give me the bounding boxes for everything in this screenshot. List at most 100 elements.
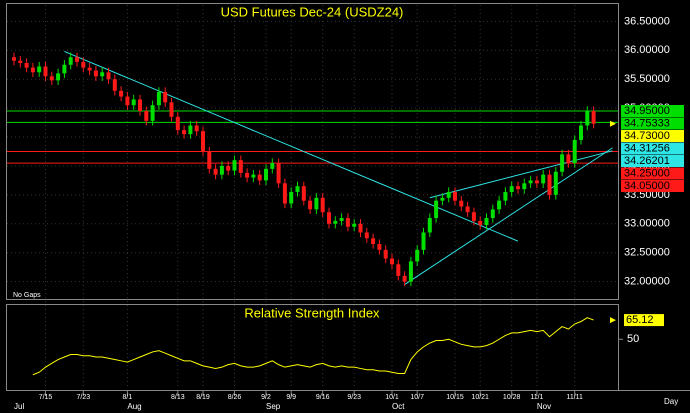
candle-body xyxy=(56,73,61,81)
candle-body xyxy=(62,64,67,74)
candle-body xyxy=(509,186,514,192)
candle-body xyxy=(402,275,407,282)
x-tick-label: 9/23 xyxy=(347,394,361,401)
note: No Gaps xyxy=(13,292,41,299)
candle-body xyxy=(270,163,275,169)
y-tick-label: 36.00000 xyxy=(624,44,670,56)
candle-body xyxy=(182,130,187,135)
candle-body xyxy=(497,200,502,210)
y-tick-label: 32.00000 xyxy=(624,276,670,288)
candle-body xyxy=(68,57,73,65)
candle-body xyxy=(289,191,294,204)
candle-body xyxy=(522,183,527,190)
candle-body xyxy=(295,186,300,192)
candle-body xyxy=(87,67,92,71)
candle-body xyxy=(207,151,212,169)
x-tick-label: 11/11 xyxy=(566,394,583,401)
candle-body xyxy=(484,218,489,225)
candle-body xyxy=(18,60,23,63)
last-value-arrow xyxy=(610,317,616,324)
x-tick-label: 8/1 xyxy=(123,394,133,401)
month-label: Jul xyxy=(14,402,24,411)
candle-body xyxy=(257,174,262,181)
candle-body xyxy=(12,57,16,61)
price-label-box xyxy=(621,155,684,168)
candle-body xyxy=(301,186,306,201)
price-label: 34.73000 xyxy=(624,130,670,142)
candle-body xyxy=(478,220,483,225)
x-tick-label: 8/13 xyxy=(171,394,185,401)
x-tick-label: 7/15 xyxy=(39,394,53,401)
y-tick-label: 33.00000 xyxy=(624,218,670,230)
x-tick-label: 9/9 xyxy=(286,394,296,401)
candle-body xyxy=(547,174,552,195)
trend-line xyxy=(404,147,613,285)
candle-body xyxy=(440,197,445,201)
candle-body xyxy=(238,160,243,173)
candle-body xyxy=(528,180,533,184)
candle-body xyxy=(188,125,193,135)
x-tick-label: 11/1 xyxy=(530,394,543,401)
candle-body xyxy=(560,154,565,172)
candle-body xyxy=(30,67,35,73)
candle-body xyxy=(358,223,363,233)
x-tick-label: 9/2 xyxy=(261,394,271,401)
candle-body xyxy=(245,172,250,178)
price-label: 34.95000 xyxy=(624,105,670,117)
x-tick-label: 10/15 xyxy=(446,394,464,401)
candle-body xyxy=(320,197,325,213)
month-label: Oct xyxy=(392,402,405,411)
x-tick-label: 9/16 xyxy=(316,394,330,401)
candle-body xyxy=(125,96,130,106)
candle-body xyxy=(24,63,29,68)
candle-body xyxy=(390,258,394,265)
candle-body xyxy=(49,76,54,81)
candle-body xyxy=(251,174,256,178)
x-tick-label: 10/28 xyxy=(503,394,521,401)
last-price-arrow xyxy=(610,120,616,127)
candle-body xyxy=(131,99,136,106)
candle-body xyxy=(226,165,231,171)
candle-body xyxy=(144,111,149,121)
price-label: 34.31256 xyxy=(624,142,670,154)
candle-body xyxy=(194,125,199,132)
price-label: 34.05000 xyxy=(624,180,670,192)
candle-body xyxy=(333,220,338,224)
candle-body xyxy=(516,186,520,190)
candle-body xyxy=(201,131,205,152)
candle-body xyxy=(421,232,426,250)
price-label: 34.26201 xyxy=(624,155,670,167)
main-frame xyxy=(6,3,619,300)
month-label: Aug xyxy=(127,402,141,411)
candle-body xyxy=(579,125,583,140)
price-label: 34.75333 xyxy=(624,117,670,129)
candle-body xyxy=(490,209,495,219)
price-label-box xyxy=(621,117,684,130)
price-label-box xyxy=(621,105,684,118)
candle-body xyxy=(408,261,413,282)
candle-body xyxy=(308,200,313,210)
y-tick-label: 50 xyxy=(627,333,639,345)
candle-body xyxy=(377,244,382,250)
candle-body xyxy=(534,180,539,184)
candle-body xyxy=(541,174,546,184)
candle-body xyxy=(453,191,457,201)
candle-body xyxy=(232,160,237,171)
candle-body xyxy=(364,232,369,239)
candle-body xyxy=(264,168,268,181)
month-label: Nov xyxy=(537,402,551,411)
candle-body xyxy=(156,91,161,106)
candle-body xyxy=(465,206,470,213)
candle-body xyxy=(75,57,79,62)
candle-body xyxy=(352,223,357,227)
candle-body xyxy=(163,91,168,103)
candle-body xyxy=(415,249,420,262)
candle-body xyxy=(81,61,86,68)
candle-body xyxy=(282,183,287,204)
candle-body xyxy=(175,116,180,131)
x-tick-label: 10/7 xyxy=(410,394,424,401)
candle-body xyxy=(219,165,224,175)
candle-body xyxy=(93,70,98,77)
